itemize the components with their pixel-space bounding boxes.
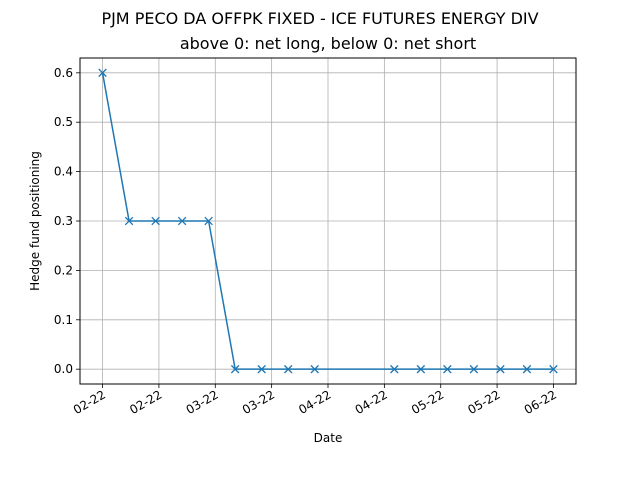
data-point bbox=[390, 364, 399, 374]
data-point bbox=[549, 364, 558, 374]
chart-subtitle: above 0: net long, below 0: net short bbox=[180, 34, 476, 53]
y-axis-label: Hedge fund positioning bbox=[28, 151, 42, 291]
x-tick-label: 03-22 bbox=[240, 387, 277, 417]
data-point bbox=[151, 216, 160, 226]
y-tick-label: 0.4 bbox=[54, 165, 73, 179]
y-tick-label: 0.1 bbox=[54, 313, 73, 327]
data-point bbox=[283, 364, 293, 374]
ticks: 02-22 02-22 03-22 03-22 04-22 04-22 05-22 05-22… bbox=[54, 66, 559, 417]
data-point bbox=[98, 68, 107, 78]
y-tick-label: 0.5 bbox=[54, 115, 73, 129]
data-point bbox=[416, 364, 426, 374]
data-point bbox=[522, 364, 532, 374]
x-tick-label: 05-22 bbox=[409, 387, 446, 417]
x-tick-label: 05-22 bbox=[465, 387, 502, 417]
series bbox=[98, 68, 558, 374]
chart-title: PJM PECO DA OFFPK FIXED - ICE FUTURES EN… bbox=[101, 9, 538, 28]
x-tick-label: 06-22 bbox=[522, 387, 559, 417]
x-tick-label: 02-22 bbox=[127, 387, 164, 417]
data-point bbox=[230, 364, 240, 374]
data-point bbox=[177, 216, 187, 226]
x-tick-label: 02-22 bbox=[71, 387, 108, 417]
y-tick-label: 0.0 bbox=[54, 362, 73, 376]
y-tick-label: 0.3 bbox=[54, 214, 73, 228]
x-tick-label: 03-22 bbox=[184, 387, 221, 417]
data-point bbox=[124, 216, 134, 226]
series-line bbox=[101, 72, 554, 370]
x-tick-label: 04-22 bbox=[353, 387, 390, 417]
data-point bbox=[257, 364, 266, 374]
y-tick-label: 0.6 bbox=[54, 66, 73, 80]
x-tick-label: 04-22 bbox=[296, 387, 333, 417]
data-point bbox=[204, 216, 213, 226]
data-point bbox=[310, 364, 319, 374]
y-tick-label: 0.2 bbox=[54, 263, 73, 277]
grid bbox=[80, 58, 576, 384]
data-point bbox=[496, 364, 505, 374]
data-point bbox=[469, 364, 479, 374]
x-axis-label: Date bbox=[314, 431, 343, 445]
data-point bbox=[443, 364, 452, 374]
